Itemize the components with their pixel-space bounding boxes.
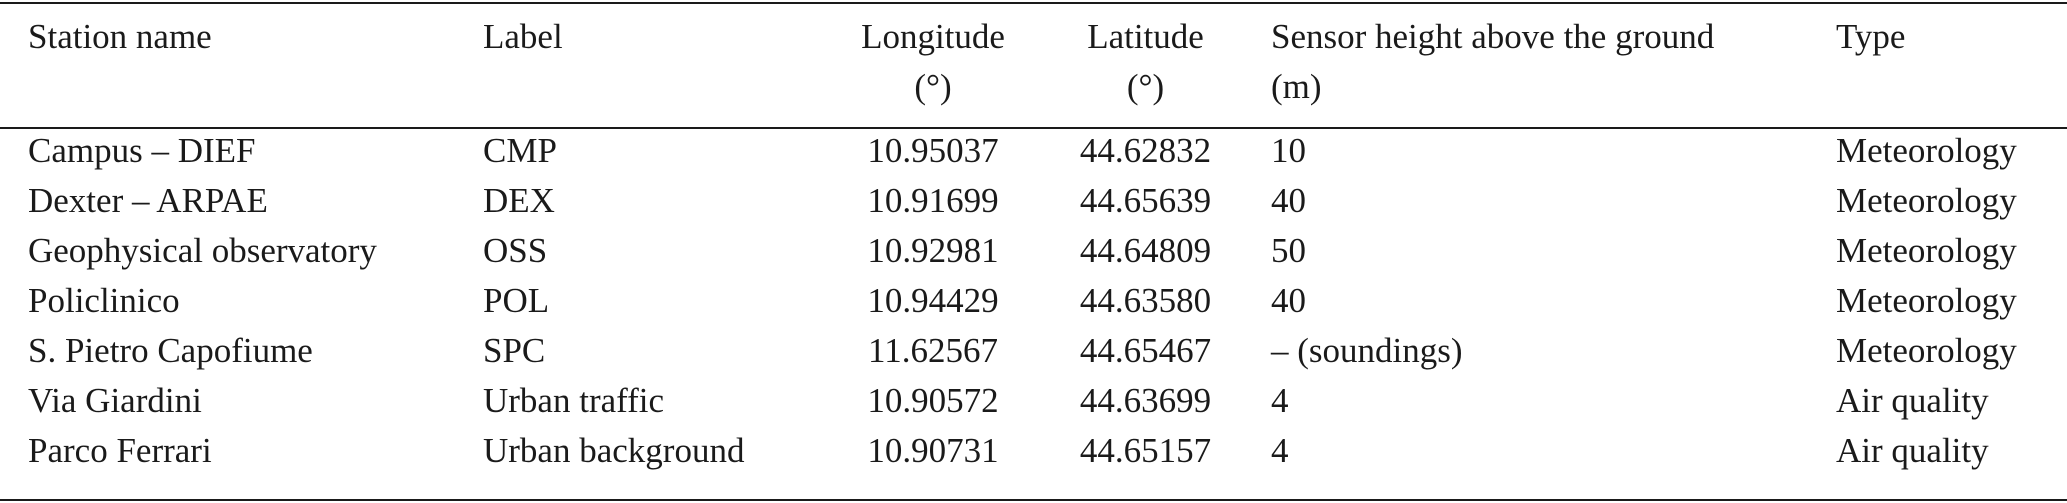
cell-label: SPC <box>483 331 546 370</box>
cell-type: Meteorology <box>1836 331 2017 370</box>
cell-longitude: 10.95037 <box>867 131 999 170</box>
header-longitude-name: Longitude <box>861 17 1005 56</box>
stations-table: Station name Label Longitude (°) Latitud… <box>0 0 2067 476</box>
cell-sensor-height: 4 <box>1271 431 1289 470</box>
header-longitude: Longitude (°) <box>828 0 1038 114</box>
cell-sensor-height: 40 <box>1271 181 1306 220</box>
cell-type: Air quality <box>1836 431 1989 470</box>
cell-type: Meteorology <box>1836 181 2017 220</box>
header-row: Station name Label Longitude (°) Latitud… <box>0 0 2067 114</box>
header-latitude-name: Latitude <box>1087 17 1204 56</box>
cell-latitude: 44.65467 <box>1079 331 1212 370</box>
cell-longitude: 11.62567 <box>868 331 998 370</box>
top-rule <box>0 2 2067 4</box>
cell-label: CMP <box>483 131 557 170</box>
cell-label: DEX <box>483 181 555 220</box>
header-type: Type <box>1836 17 1906 56</box>
cell-station-name: S. Pietro Capofiume <box>28 331 313 370</box>
cell-latitude: 44.64809 <box>1079 231 1212 270</box>
cell-label: OSS <box>483 231 548 270</box>
cell-longitude: 10.92981 <box>867 231 999 270</box>
header-longitude-unit: (°) <box>914 67 952 106</box>
cell-sensor-height: – (soundings) <box>1271 331 1463 370</box>
header-station-name: Station name <box>28 17 212 56</box>
cell-type: Meteorology <box>1836 281 2017 320</box>
table-header: Station name Label Longitude (°) Latitud… <box>0 0 2067 114</box>
cell-label: POL <box>483 281 550 320</box>
table-row: Campus – DIEF CMP 10.95037 44.62832 10 M… <box>0 114 2067 176</box>
cell-sensor-height: 10 <box>1271 131 1306 170</box>
header-label: Label <box>483 17 563 56</box>
table-row: Parco Ferrari Urban background 10.90731 … <box>0 426 2067 476</box>
cell-sensor-height: 50 <box>1271 231 1306 270</box>
header-rule <box>0 127 2067 129</box>
cell-station-name: Policlinico <box>28 281 180 320</box>
cell-station-name: Parco Ferrari <box>28 431 212 470</box>
cell-latitude: 44.63580 <box>1079 281 1212 320</box>
cell-longitude: 10.91699 <box>867 181 999 220</box>
cell-longitude: 10.90572 <box>867 381 999 420</box>
cell-station-name: Dexter – ARPAE <box>28 181 268 220</box>
cell-station-name: Via Giardini <box>28 381 202 420</box>
cell-label: Urban traffic <box>483 381 665 420</box>
cell-sensor-height: 4 <box>1271 381 1289 420</box>
cell-station-name: Campus – DIEF <box>28 131 256 170</box>
cell-latitude: 44.62832 <box>1079 131 1212 170</box>
cell-latitude: 44.63699 <box>1079 381 1212 420</box>
cell-type: Meteorology <box>1836 131 2017 170</box>
header-sensor-height: Sensor height above the ground (m) <box>1253 0 1836 114</box>
cell-station-name: Geophysical observatory <box>28 231 377 270</box>
header-latitude: Latitude (°) <box>1038 0 1253 114</box>
bottom-rule <box>0 499 2067 501</box>
table-row: Via Giardini Urban traffic 10.90572 44.6… <box>0 376 2067 426</box>
table-row: Geophysical observatory OSS 10.92981 44.… <box>0 226 2067 276</box>
header-latitude-unit: (°) <box>1126 67 1165 106</box>
table-row: Policlinico POL 10.94429 44.63580 40 Met… <box>0 276 2067 326</box>
cell-type: Meteorology <box>1836 231 2017 270</box>
cell-type: Air quality <box>1836 381 1989 420</box>
cell-sensor-height: 40 <box>1271 281 1306 320</box>
cell-longitude: 10.90731 <box>867 431 999 470</box>
header-sensor-height-unit: (m) <box>1271 67 1322 106</box>
table-row: Dexter – ARPAE DEX 10.91699 44.65639 40 … <box>0 176 2067 226</box>
cell-label: Urban background <box>483 431 745 470</box>
cell-latitude: 44.65639 <box>1079 181 1212 220</box>
header-sensor-height-name: Sensor height above the ground <box>1271 17 1715 56</box>
table-row: S. Pietro Capofiume SPC 11.62567 44.6546… <box>0 326 2067 376</box>
cell-latitude: 44.65157 <box>1079 431 1212 470</box>
table-body: Campus – DIEF CMP 10.95037 44.62832 10 M… <box>0 114 2067 476</box>
cell-longitude: 10.94429 <box>867 281 999 320</box>
